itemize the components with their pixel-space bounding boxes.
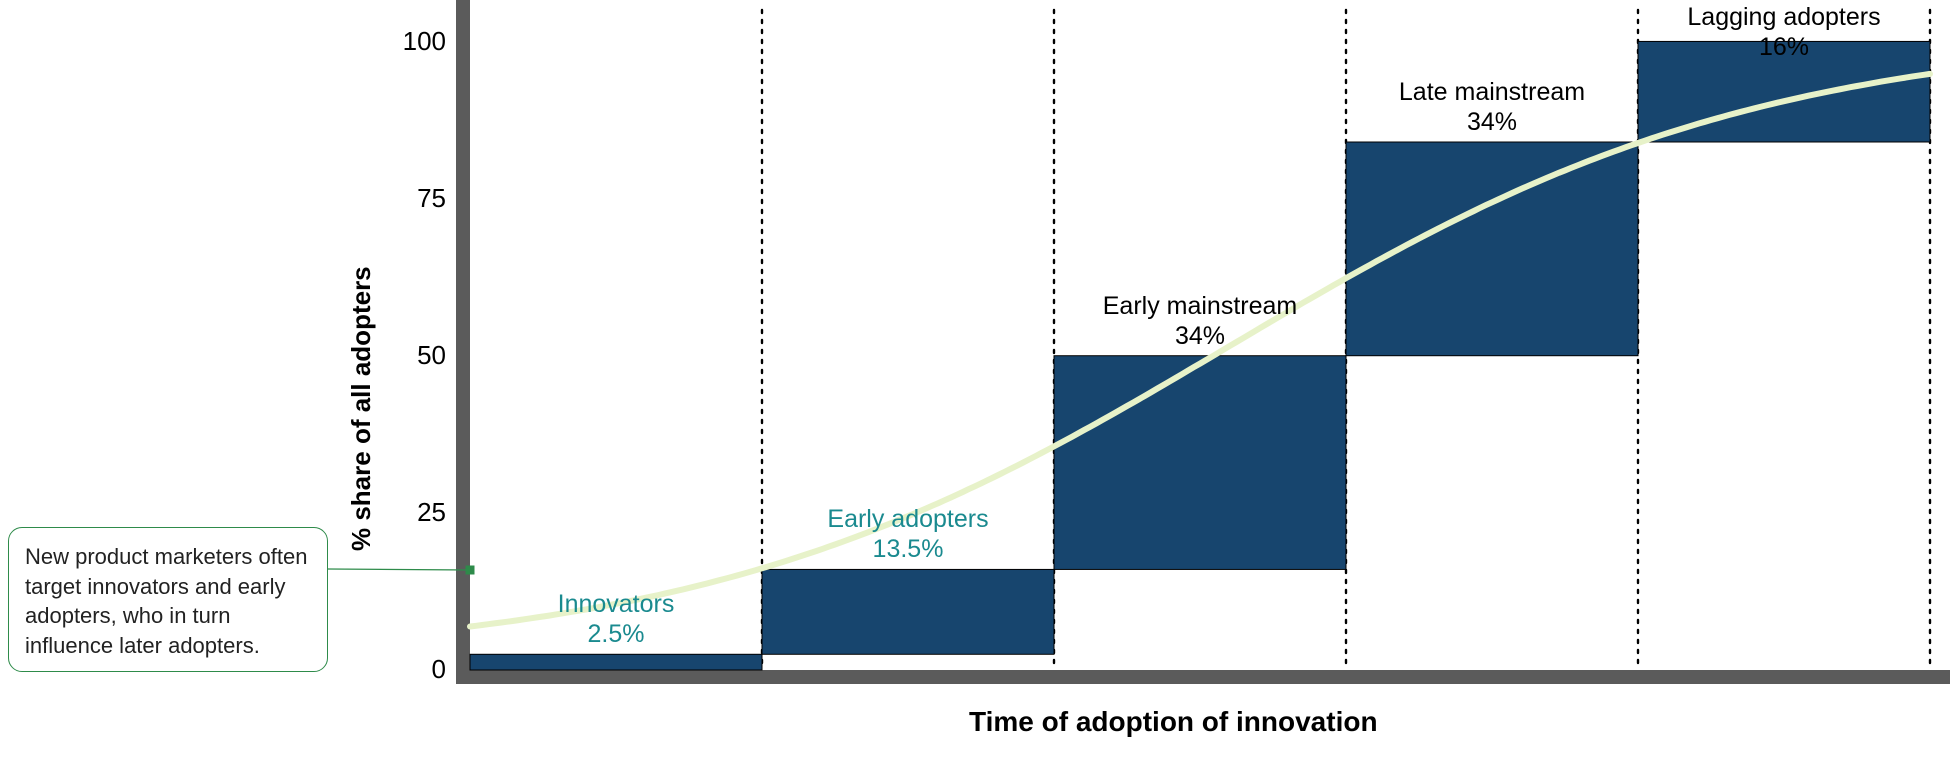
y-tick-label: 75 [376,183,446,214]
y-tick-label: 50 [376,340,446,371]
bar-early-adopters [762,569,1054,654]
bar-label: Lagging adopters16% [1638,2,1930,62]
x-axis-label: Time of adoption of innovation [969,706,1378,738]
callout-leader [328,569,470,570]
bar-label: Early adopters13.5% [762,504,1054,564]
bar-late-mainstream [1346,142,1638,356]
bar-label: Late mainstream34% [1346,77,1638,137]
bar-innovators [470,654,762,670]
callout-box: New product marketers often target innov… [8,527,328,672]
y-tick-label: 100 [376,26,446,57]
bar-label: Early mainstream34% [1054,291,1346,351]
bar-label: Innovators2.5% [470,589,762,649]
bar-early-mainstream [1054,356,1346,570]
y-tick-label: 0 [376,654,446,685]
callout-text: New product marketers often target innov… [25,544,307,658]
y-tick-label: 25 [376,497,446,528]
callout-leader-marker [466,566,475,575]
chart-container: { "canvas": { "width": 1957, "height": 7… [0,0,1957,771]
y-axis-label: % share of all adopters [346,267,377,552]
